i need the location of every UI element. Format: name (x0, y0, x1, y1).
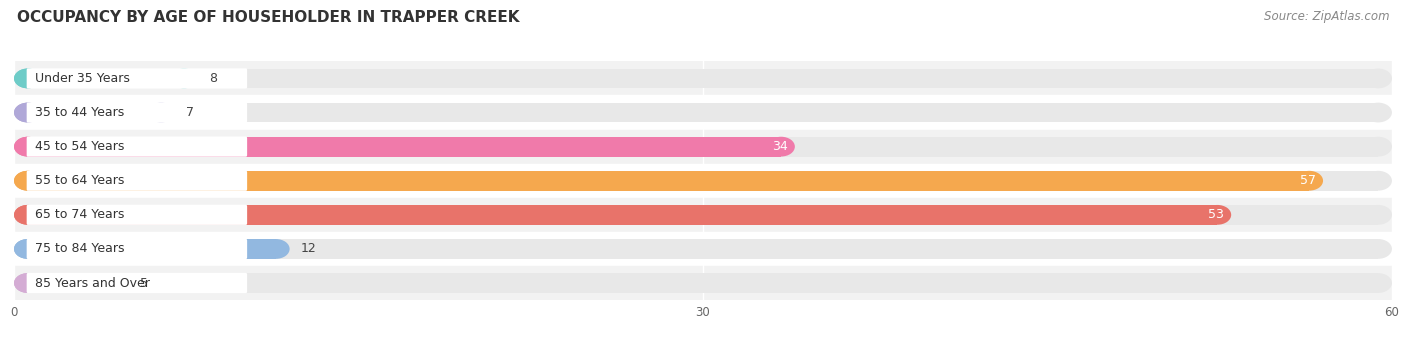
Ellipse shape (1364, 69, 1392, 88)
Text: OCCUPANCY BY AGE OF HOUSEHOLDER IN TRAPPER CREEK: OCCUPANCY BY AGE OF HOUSEHOLDER IN TRAPP… (17, 10, 519, 25)
Ellipse shape (1364, 103, 1392, 122)
Ellipse shape (14, 273, 42, 293)
FancyBboxPatch shape (27, 205, 247, 225)
Ellipse shape (14, 273, 42, 293)
Text: 65 to 74 Years: 65 to 74 Years (35, 208, 124, 221)
Bar (14, 232, 1392, 266)
Ellipse shape (1295, 171, 1323, 191)
Ellipse shape (14, 69, 42, 88)
Text: 7: 7 (186, 106, 194, 119)
Bar (28, 205, 1378, 225)
Ellipse shape (1204, 205, 1232, 225)
Bar (28, 273, 115, 293)
Ellipse shape (1364, 205, 1392, 225)
Ellipse shape (14, 69, 42, 88)
Ellipse shape (14, 171, 42, 191)
Bar (14, 130, 1392, 164)
Ellipse shape (14, 103, 42, 122)
FancyBboxPatch shape (27, 102, 247, 123)
Bar (28, 137, 1378, 157)
Ellipse shape (1364, 137, 1392, 157)
Text: 55 to 64 Years: 55 to 64 Years (35, 174, 124, 187)
Text: Source: ZipAtlas.com: Source: ZipAtlas.com (1264, 10, 1389, 23)
FancyBboxPatch shape (27, 273, 247, 293)
Ellipse shape (170, 69, 198, 88)
Ellipse shape (14, 205, 42, 225)
Ellipse shape (768, 137, 794, 157)
Text: 57: 57 (1301, 174, 1316, 187)
Text: 35 to 44 Years: 35 to 44 Years (35, 106, 124, 119)
Ellipse shape (14, 239, 42, 259)
Text: 75 to 84 Years: 75 to 84 Years (35, 242, 124, 255)
FancyBboxPatch shape (27, 170, 247, 191)
Ellipse shape (14, 171, 42, 191)
FancyBboxPatch shape (27, 68, 247, 89)
Bar (14, 266, 1392, 300)
Bar (28, 137, 782, 157)
Bar (28, 171, 1378, 191)
Bar (14, 164, 1392, 198)
Text: 45 to 54 Years: 45 to 54 Years (35, 140, 124, 153)
Ellipse shape (14, 205, 42, 225)
Text: 12: 12 (301, 242, 316, 255)
Ellipse shape (14, 137, 42, 157)
Ellipse shape (14, 273, 42, 293)
Ellipse shape (14, 69, 42, 88)
FancyBboxPatch shape (27, 136, 247, 157)
Bar (28, 239, 1378, 259)
Ellipse shape (14, 239, 42, 259)
Ellipse shape (1364, 171, 1392, 191)
Ellipse shape (14, 239, 42, 259)
Text: 34: 34 (772, 140, 787, 153)
Text: 53: 53 (1208, 208, 1225, 221)
Bar (14, 95, 1392, 130)
Bar (28, 69, 1378, 88)
Ellipse shape (262, 239, 290, 259)
Text: 5: 5 (141, 277, 149, 290)
Bar (14, 198, 1392, 232)
Bar (14, 61, 1392, 95)
Ellipse shape (1364, 239, 1392, 259)
Text: 85 Years and Over: 85 Years and Over (35, 277, 149, 290)
Ellipse shape (14, 171, 42, 191)
Bar (28, 103, 162, 122)
Ellipse shape (14, 103, 42, 122)
Ellipse shape (1364, 273, 1392, 293)
Bar (28, 69, 184, 88)
Bar (28, 205, 1218, 225)
Bar (28, 239, 276, 259)
Ellipse shape (148, 103, 174, 122)
Ellipse shape (14, 103, 42, 122)
Text: Under 35 Years: Under 35 Years (35, 72, 129, 85)
FancyBboxPatch shape (27, 239, 247, 259)
Ellipse shape (14, 137, 42, 157)
Text: 8: 8 (209, 72, 218, 85)
Ellipse shape (14, 137, 42, 157)
Ellipse shape (14, 205, 42, 225)
Bar (28, 103, 1378, 122)
Ellipse shape (101, 273, 129, 293)
Bar (28, 171, 1309, 191)
Bar (28, 273, 1378, 293)
